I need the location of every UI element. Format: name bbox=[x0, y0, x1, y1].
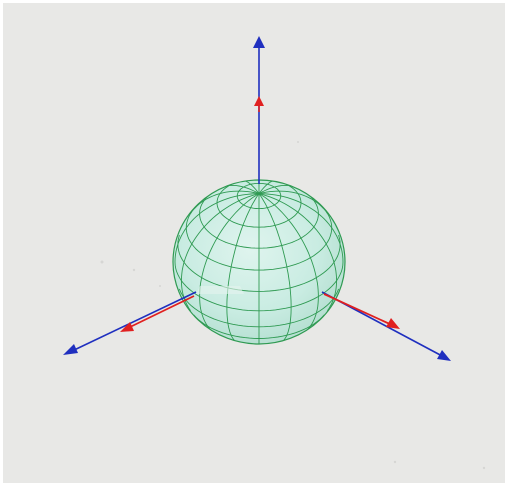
wireframe-sphere[interactable] bbox=[172, 178, 346, 346]
sphere-wireframe bbox=[174, 180, 344, 344]
sphere-grid-line bbox=[174, 193, 260, 263]
sphere-highlight bbox=[196, 286, 244, 294]
left-axis-red-segment bbox=[127, 295, 195, 329]
sphere-grid-line bbox=[258, 193, 338, 311]
left-axis-blue-arrowhead-icon bbox=[63, 344, 78, 355]
vertical-axis bbox=[253, 36, 265, 184]
sphere-grid-line bbox=[258, 193, 344, 263]
sphere-grid-line bbox=[258, 190, 328, 214]
left-axis-red-arrowhead-icon bbox=[120, 322, 134, 332]
sphere-grid-line bbox=[178, 288, 340, 328]
right-axis bbox=[321, 291, 451, 361]
left-axis bbox=[63, 291, 197, 355]
sphere-grid-line bbox=[190, 190, 260, 214]
right-axis-red-arrowhead-icon bbox=[386, 318, 400, 329]
sphere-grid-line bbox=[199, 193, 260, 336]
sphere-grid-line bbox=[258, 193, 292, 344]
background-specks bbox=[100, 141, 486, 470]
right-axis-blue-arrowhead-icon bbox=[437, 350, 451, 361]
sphere-grid-line bbox=[193, 314, 325, 339]
sphere-grid-line bbox=[185, 211, 333, 271]
right-axis-red-segment bbox=[323, 293, 393, 326]
sphere-grid-line bbox=[216, 180, 302, 228]
vertical-axis-red-arrowhead-icon bbox=[254, 96, 264, 106]
vertical-axis-blue-arrowhead-icon bbox=[253, 36, 265, 48]
sphere-grid-line bbox=[226, 193, 260, 344]
left-axis-line bbox=[69, 291, 197, 353]
sphere-grid-line bbox=[258, 193, 319, 336]
sphere-grid-line bbox=[180, 193, 260, 311]
